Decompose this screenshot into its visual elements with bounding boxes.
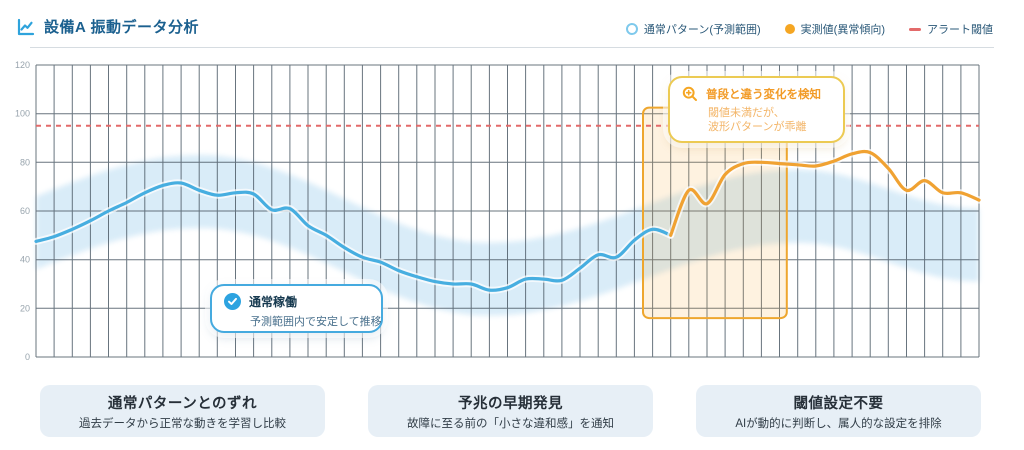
callout-body: 閾値未満だが、 波形パターンが乖離 (708, 106, 833, 134)
card-description: 故障に至る前の「小さな違和感」を通知 (407, 417, 614, 430)
legend-label: アラート閾値 (927, 24, 993, 36)
card-description: 過去データから正常な動きを学習し比較 (79, 417, 286, 430)
normal-status-callout: 通常稼働 予測範囲内で安定して推移 (210, 284, 383, 333)
card-title: 閾値設定不要 (793, 395, 884, 412)
chart-header: 設備A 振動データ分析 (16, 16, 199, 37)
legend-label: 通常パターン(予測範囲) (643, 24, 761, 36)
svg-text:60: 60 (20, 206, 30, 216)
line-chart-icon (16, 17, 36, 37)
callout-subtitle: 予測範囲内で安定して推移 (250, 316, 382, 328)
card-title: 通常パターンとのずれ (107, 395, 258, 412)
card-title: 予兆の早期発見 (458, 395, 563, 412)
svg-text:80: 80 (20, 157, 30, 167)
svg-text:120: 120 (15, 60, 30, 70)
anomaly-callout: 普段と違う変化を検知 閾値未満だが、 波形パターンが乖離 (668, 76, 845, 143)
legend-item-normal-pattern[interactable]: 通常パターン(予測範囲) (625, 21, 761, 37)
callout-title: 普段と違う変化を検知 (706, 89, 821, 101)
header-divider (30, 47, 994, 48)
benefit-card-pattern-deviation: 通常パターンとのずれ 過去データから正常な動きを学習し比較 (40, 385, 325, 437)
svg-text:100: 100 (15, 109, 30, 119)
callout-line2: 波形パターンが乖離 (708, 121, 807, 133)
filled-circle-icon (784, 24, 795, 34)
svg-text:20: 20 (20, 303, 30, 313)
legend-item-actual-value[interactable]: 実測値(異常傾向) (784, 21, 885, 37)
callout-line1: 閾値未満だが、 (708, 107, 785, 119)
hollow-circle-icon (625, 23, 638, 35)
legend-label: 実測値(異常傾向) (800, 24, 885, 36)
dash-icon (909, 27, 921, 31)
legend-item-alert-threshold[interactable]: アラート閾値 (909, 21, 993, 37)
check-circle-icon (224, 293, 241, 310)
card-description: AIが動的に判断し、属人的な設定を排除 (735, 417, 942, 430)
vibration-chart: 0 20 40 60 80 100 120 (15, 60, 983, 362)
magnifier-plus-icon (682, 86, 698, 102)
benefit-card-early-detection: 予兆の早期発見 故障に至る前の「小さな違和感」を通知 (368, 385, 653, 437)
svg-text:0: 0 (25, 352, 30, 362)
chart-legend: 通常パターン(予測範囲) 実測値(異常傾向) アラート閾値 (625, 21, 993, 37)
page-title: 設備A 振動データ分析 (44, 19, 199, 36)
benefit-card-no-threshold: 閾値設定不要 AIが動的に判断し、属人的な設定を排除 (696, 385, 981, 437)
callout-title: 通常稼働 (249, 295, 298, 309)
svg-text:40: 40 (20, 255, 30, 265)
